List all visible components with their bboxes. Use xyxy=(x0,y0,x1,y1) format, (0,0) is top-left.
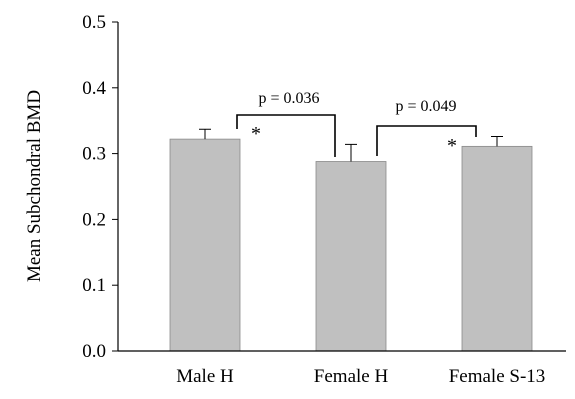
y-tick-label-4: 0.4 xyxy=(82,78,106,99)
p-value-label-1: p = 0.036 xyxy=(258,90,319,107)
error-bar-female-s-13 xyxy=(491,135,503,147)
y-tick-label-1: 0.1 xyxy=(82,275,106,296)
bars-layer xyxy=(169,138,533,352)
category-labels-layer: Male H Female H Female S-13 xyxy=(176,366,545,387)
y-tick-label-5: 0.5 xyxy=(82,12,106,33)
category-label-male-h: Male H xyxy=(176,366,234,387)
significance-bracket-1: p = 0.036 xyxy=(236,90,336,157)
significance-bracket-2: p = 0.049 xyxy=(376,98,477,156)
y-ticks-layer: 0.0 0.1 0.2 0.3 0.4 0.5 xyxy=(82,12,118,362)
error-bar-male-h xyxy=(199,128,211,140)
bracket-line xyxy=(236,114,336,157)
error-bars-layer xyxy=(199,128,503,162)
category-label-female-h: Female H xyxy=(314,366,389,387)
y-tick-label-2: 0.2 xyxy=(82,209,106,230)
y-tick-label-3: 0.3 xyxy=(82,144,106,165)
axis-layer xyxy=(117,22,566,352)
significance-asterisk-male-h: * xyxy=(251,123,261,145)
bar-female-s-13 xyxy=(461,145,533,352)
significance-brackets-layer: p = 0.036 p = 0.049 * * xyxy=(236,90,477,157)
significance-asterisk-female-s-13: * xyxy=(447,135,457,157)
p-value-label-2: p = 0.049 xyxy=(395,98,456,115)
y-axis-title: Mean Subchondral BMD xyxy=(24,90,45,282)
category-label-female-s-13: Female S-13 xyxy=(449,366,546,387)
y-tick-label-0: 0.0 xyxy=(82,341,106,362)
bar-female-h xyxy=(315,161,387,352)
bar-male-h xyxy=(169,138,241,352)
bracket-line xyxy=(376,125,477,156)
error-bar-female-h xyxy=(345,143,357,162)
